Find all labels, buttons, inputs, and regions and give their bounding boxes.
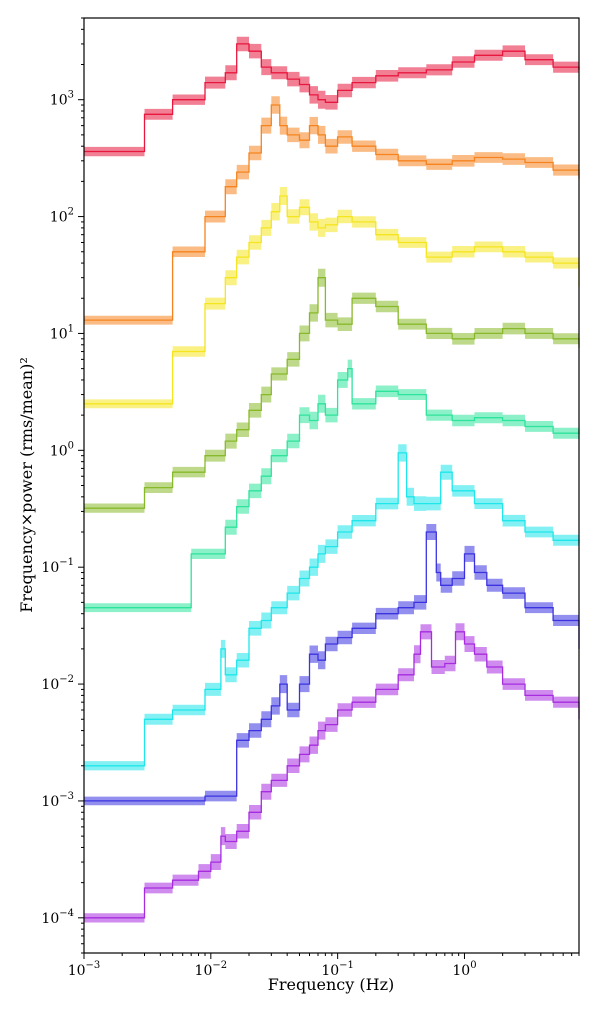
series-3-line [84, 195, 580, 405]
series-5 [84, 359, 580, 613]
series-1-line [84, 43, 580, 153]
series-7 [84, 524, 580, 806]
series-1-error-band [84, 36, 579, 157]
series-2-error-band [84, 96, 579, 325]
series-3 [84, 187, 580, 409]
y-tick-label: 10−3 [41, 791, 74, 810]
y-tick-label: 102 [50, 207, 74, 226]
y-axis-label: Frequency×power (rms/mean)² [17, 357, 36, 613]
y-tick-label: 10−2 [41, 674, 74, 693]
series-8 [84, 623, 580, 923]
series-4-line [84, 277, 580, 509]
x-tick-label: 100 [452, 960, 476, 979]
y-tick-label: 103 [50, 90, 74, 109]
series-1 [84, 36, 580, 157]
series-6-line [84, 452, 580, 767]
series-5-error-band [84, 359, 579, 613]
series-7-line [84, 531, 580, 802]
series-3-error-band [84, 187, 579, 409]
y-tick-label: 10−1 [41, 557, 74, 576]
plot-area [84, 36, 580, 923]
series-8-line [84, 631, 580, 919]
y-tick-label: 10−4 [41, 908, 74, 927]
series-8-error-band [84, 623, 579, 923]
y-tick-label: 100 [50, 440, 74, 459]
series-4-error-band [84, 268, 579, 513]
series-4 [84, 268, 580, 513]
series-2-line [84, 104, 580, 321]
series-2 [84, 96, 580, 325]
y-axis: 10−4 10−3 10−2 10−1 100 101 102 103 [41, 17, 84, 954]
y-tick-label: 101 [50, 323, 74, 342]
series-5-line [84, 367, 580, 609]
series-7-error-band [84, 524, 579, 806]
x-axis-label: Frequency (Hz) [268, 975, 395, 994]
x-tick-label: 10−2 [195, 960, 228, 979]
x-tick-label: 10−3 [68, 960, 101, 979]
x-axis: 10−3 10−2 10−1 100 [68, 953, 580, 979]
series-6 [84, 444, 580, 771]
